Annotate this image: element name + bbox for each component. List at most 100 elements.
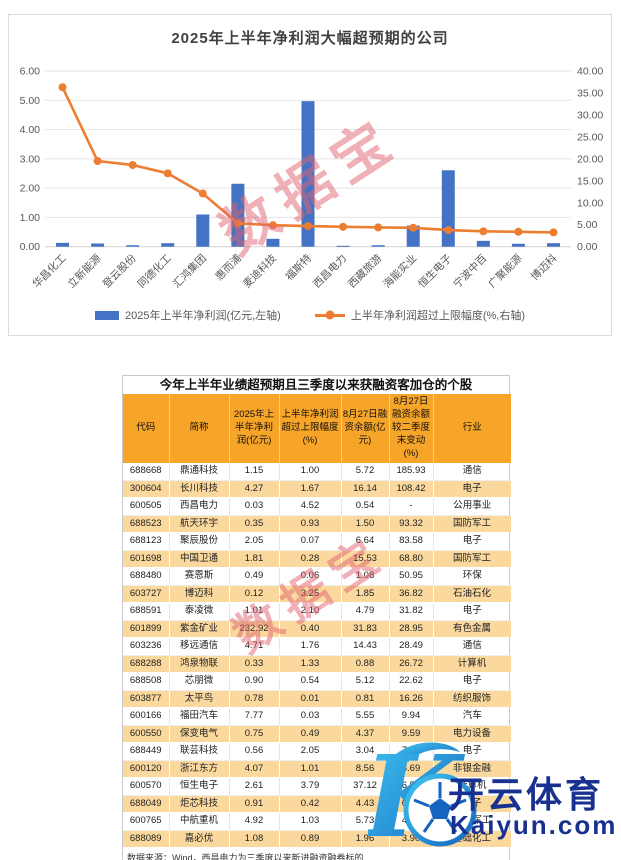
right-axis-tick: 25.00 [577,131,603,143]
table-cell: 688288 [123,655,170,673]
line-point [514,227,523,236]
table-cell: 福田汽车 [169,707,230,726]
table-cell: 1.03 [279,812,342,831]
table-cell: 688480 [123,567,170,586]
table-cell: 电子 [433,480,512,498]
table-cell: 600550 [123,725,170,743]
table-cell: 4.27 [229,480,280,498]
table-cell: 7.77 [229,707,280,726]
table-cell: 0.01 [279,690,342,708]
kaiyun-logo-icon: K [368,736,477,860]
bar [126,245,140,247]
table-cell: 185.93 [389,463,434,481]
right-axis-tick: 20.00 [577,153,603,165]
table-cell: 2.10 [279,602,342,621]
table-cell: 0.78 [229,690,280,708]
table-cell: 紫金矿业 [169,620,230,638]
table-cell: 1.76 [279,637,342,656]
table-cell: 浙江东方 [169,760,230,778]
bar [406,225,420,247]
left-axis-tick: 4.00 [20,124,41,136]
table-cell: 0.12 [229,585,280,603]
table-cell: 太平鸟 [169,690,230,708]
table-cell: 1.15 [229,463,280,481]
table-header-row: 代码 简称 2025年上半年净利润(亿元) 上半年净利润超过上限幅度(%) 8月27日融… [123,394,511,463]
right-axis-tick: 10.00 [577,197,603,209]
bar [301,101,315,247]
table-cell: 83.58 [389,532,434,551]
x-axis-label: 华昌化工 [30,252,69,291]
table-row: 600166 福田汽车 7.77 0.03 5.55 9.94 汽车 [123,707,511,726]
table-header-cell: 上半年净利润超过上限幅度(%) [279,394,342,463]
table-cell: 0.93 [279,515,342,533]
table-cell: 26.72 [389,655,434,673]
table-cell: 3.04 [341,742,390,761]
line-point [304,222,312,231]
table-cell: 601899 [123,620,170,638]
table-row: 688288 鸿泉物联 0.33 1.33 0.88 26.72 计算机 [123,655,512,673]
table-cell: 600505 [123,497,170,516]
table-cell: 联芸科技 [169,742,230,761]
line-point [268,221,277,230]
bar [441,170,455,247]
table-cell: 2.61 [229,777,280,796]
right-axis-tick: 15.00 [577,175,603,187]
table-cell: 2.05 [279,742,342,761]
table-cell: 4.52 [279,497,342,516]
table-row: 688480 赛恩斯 0.49 0.06 1.08 50.95 环保 [123,567,511,586]
table-cell: 22.62 [389,672,434,691]
table-cell: 0.42 [279,795,342,813]
table-cell: 0.49 [229,567,280,586]
table-cell: 3.25 [279,585,342,603]
line-point [339,222,348,231]
table-cell: 1.00 [279,463,342,481]
table-cell: 电子 [433,672,511,691]
table-cell: 601698 [123,550,170,568]
table-cell: 0.89 [279,830,342,848]
table-cell: 688523 [123,515,170,533]
stock-table-card: 今年上半年业绩超预期且三季度以来获融资客加仓的个股 代码 简称 2025年上半年净利… [122,375,512,860]
line-point [549,228,558,237]
table-cell: 1.01 [279,760,342,778]
table-cell: 电子 [433,602,511,621]
line-point [128,160,137,169]
table-row: 600505 西昌电力 0.03 4.52 0.54- 公用事业 [123,497,511,516]
table-cell: 688668 [123,463,170,481]
table-cell: 8.56 [341,760,390,778]
table-cell: 泰凌微 [169,602,230,621]
chart-legend: 2025年上半年净利润(亿元,左轴) 上半年净利润超过上限幅度(%,右轴) [9,307,611,323]
table-cell: 公用事业 [433,497,511,516]
table-cell: 恒生电子 [169,777,230,796]
line-point [444,226,453,235]
table-cell: 0.35 [229,515,280,533]
x-axis-label: 宁波中百 [451,252,490,291]
right-axis-tick: 35.00 [577,87,603,99]
table-cell: 1.67 [279,480,342,498]
right-axis-tick: 30.00 [577,109,603,121]
chart-card: 6.00 5.00 4.00 3.00 2.00 1.00 0.00 40.00 35.00 30… [8,14,612,336]
x-axis-label: 登云股份 [100,251,139,290]
table-cell: 电子 [433,532,511,551]
table-cell: 聚辰股份 [169,532,230,551]
table-cell: 4.92 [229,812,280,831]
table-cell: 4.79 [341,602,390,621]
legend-bar-label: 2025年上半年净利润(亿元,左轴) [124,310,281,322]
table-row: 600120 浙江东方 4.07 1.01 8.56 6.69 非银金融 [123,760,512,778]
table-cell: 5.55 [341,707,390,726]
table-title: 今年上半年业绩超预期且三季度以来获融资客加仓的个股 [159,378,473,392]
table-cell: 9.94 [389,707,434,726]
table-cell: 0.06 [279,567,342,586]
bar [161,243,175,247]
table-cell: 长川科技 [169,480,230,498]
table-cell: 嘉必优 [169,830,230,848]
table-row: 688668 鼎通科技 1.15 1.00 5.72 185.93 通信 [123,463,511,481]
table-cell: 688123 [123,532,170,551]
table-cell: 0.40 [279,620,342,638]
right-axis-tick: 5.00 [577,219,598,231]
table-cell: 国防军工 [433,550,512,568]
table-cell: 600166 [123,707,170,726]
table-cell: 688449 [123,742,170,761]
right-axis-tick: 0.00 [577,241,598,253]
x-axis-label: 福斯特 [283,251,315,283]
table-cell: 688089 [123,830,170,848]
